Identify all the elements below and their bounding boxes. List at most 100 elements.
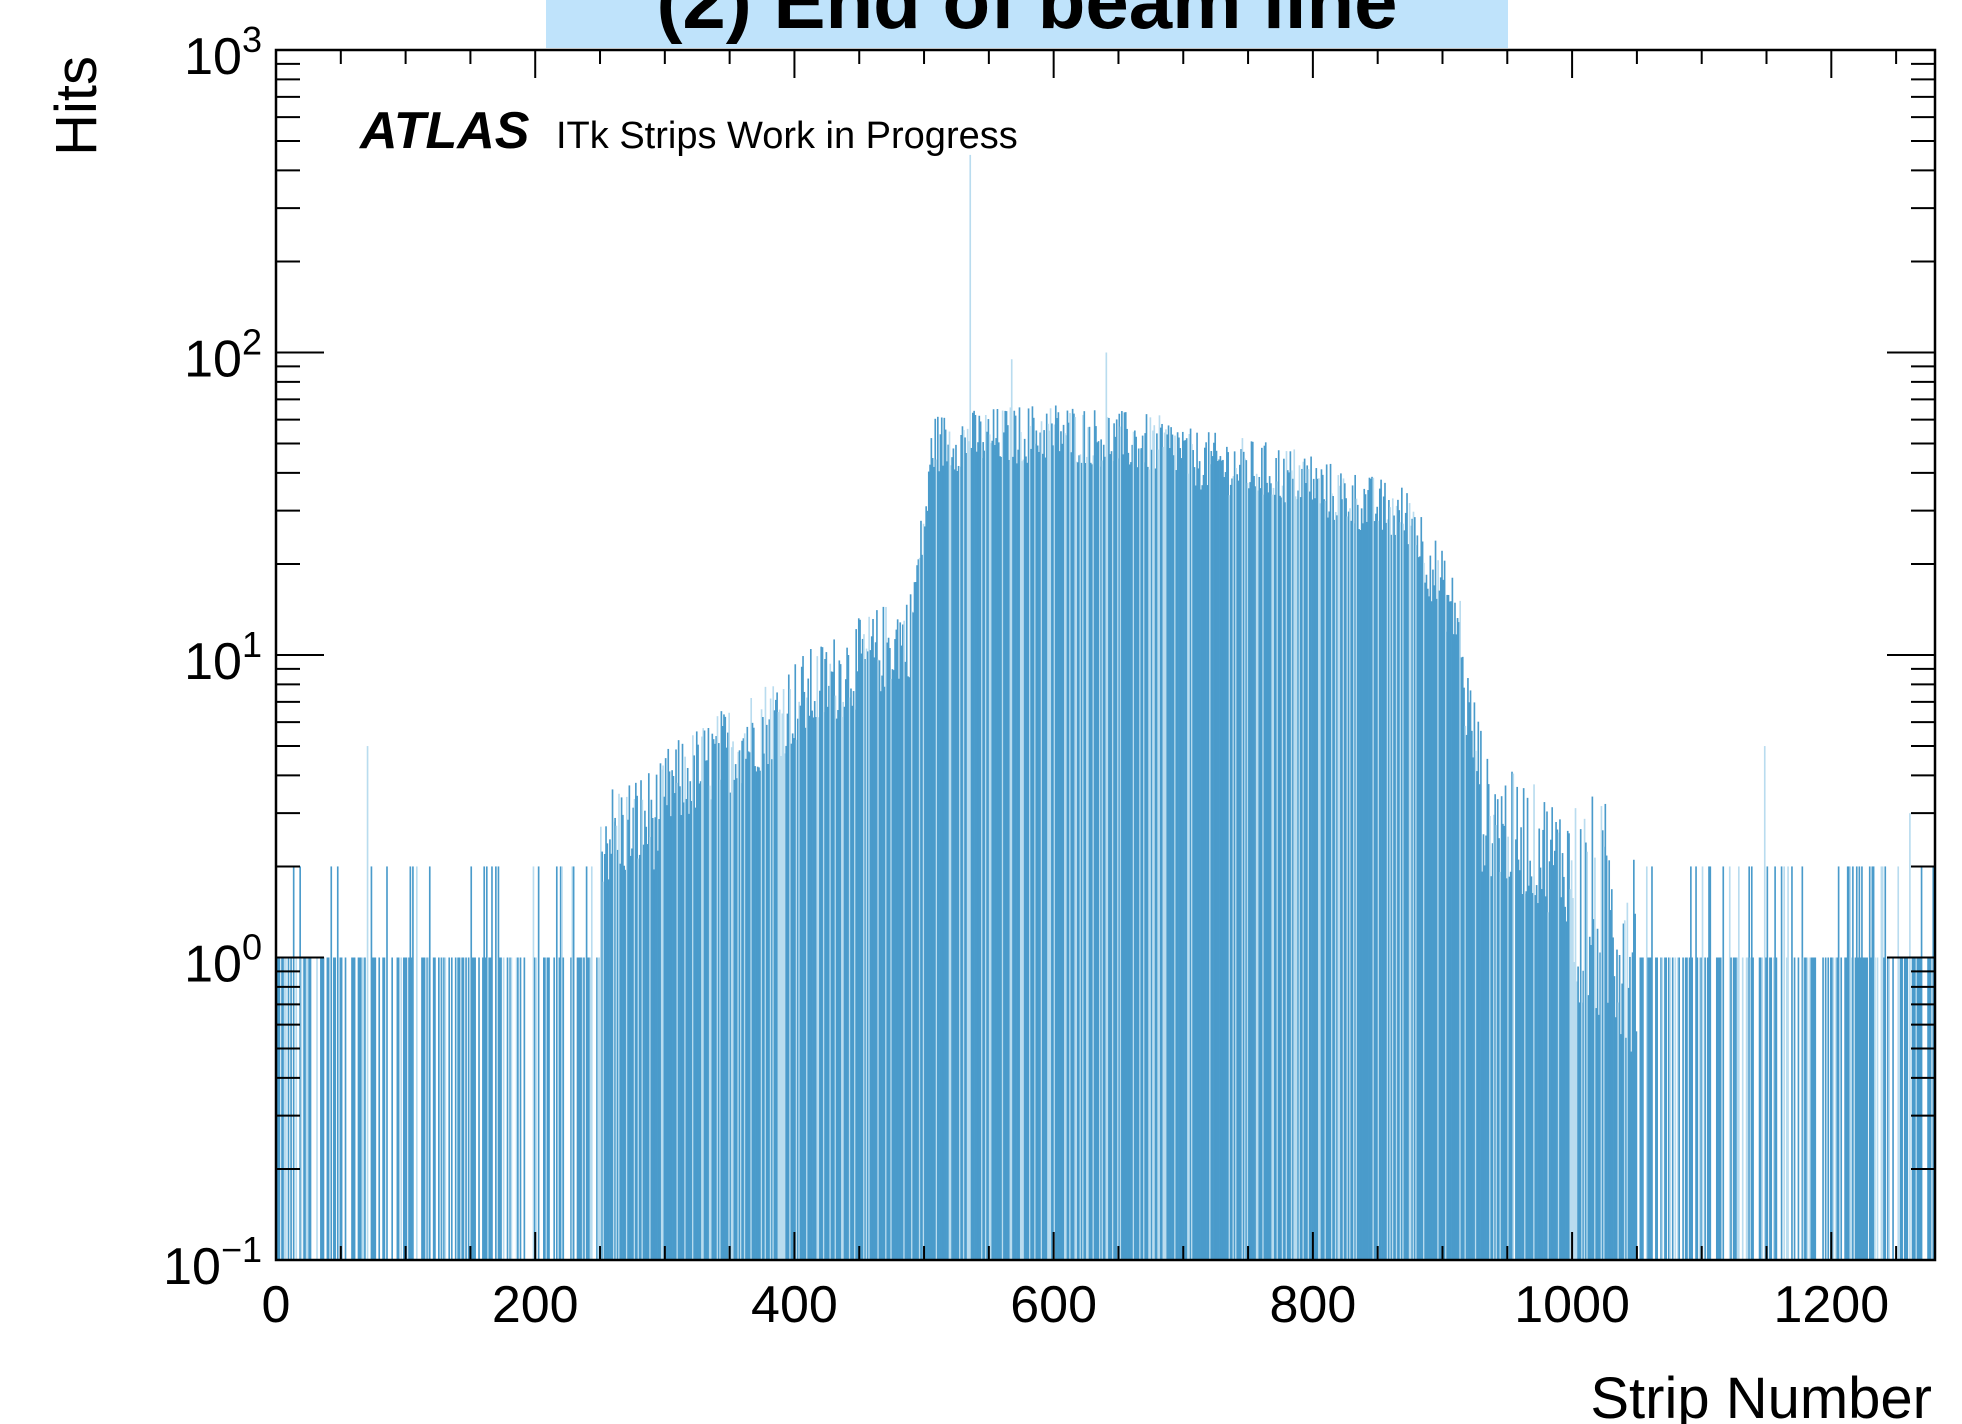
histogram-bin — [1630, 1051, 1633, 1260]
histogram-bin — [1308, 491, 1311, 1260]
histogram-bin — [1262, 494, 1264, 1260]
histogram-bin — [478, 957, 480, 1260]
histogram-bin — [1876, 957, 1879, 1260]
histogram-bin — [953, 469, 956, 1260]
histogram-bin — [650, 799, 653, 1260]
histogram-bin — [807, 678, 810, 1260]
histogram-bin — [1511, 771, 1513, 1260]
histogram-bin — [1531, 893, 1534, 1260]
histogram-bin — [1736, 957, 1739, 1260]
histogram-bin — [1490, 876, 1493, 1260]
histogram-bin — [303, 957, 305, 1260]
histogram-bin — [1595, 1008, 1598, 1260]
histogram-bin — [1616, 949, 1618, 1260]
histogram-bin — [852, 691, 855, 1260]
histogram-bin — [1163, 432, 1166, 1260]
histogram-bin — [357, 957, 360, 1260]
histogram-bin — [768, 719, 771, 1260]
histogram-bin — [344, 957, 347, 1260]
histogram-bin — [1561, 853, 1564, 1260]
histogram-bin — [1277, 450, 1280, 1260]
histogram-bin — [1805, 957, 1808, 1260]
histogram-bin — [326, 957, 329, 1260]
histogram-bin — [1299, 497, 1302, 1260]
histogram-bin — [1600, 806, 1603, 1260]
histogram-bin — [1520, 827, 1522, 1260]
histogram-bin — [922, 523, 925, 1260]
histogram-bin — [944, 429, 947, 1261]
histogram-bin — [1377, 520, 1380, 1260]
histogram-bin — [1306, 465, 1309, 1260]
histogram-bin — [1206, 485, 1209, 1260]
histogram-bin — [1041, 453, 1044, 1260]
histogram-bin — [1108, 417, 1110, 1261]
histogram-bin — [1540, 889, 1543, 1260]
histogram-bin — [1152, 430, 1154, 1260]
histogram-bin — [776, 692, 778, 1260]
histogram-bin — [1442, 579, 1445, 1260]
histogram-bin — [1572, 898, 1574, 1260]
histogram-bin — [620, 797, 623, 1260]
histogram-bin — [855, 629, 857, 1260]
histogram-bin — [1005, 411, 1008, 1260]
histogram-bin — [1032, 417, 1035, 1260]
histogram-bin — [1276, 481, 1279, 1261]
histogram-bin — [662, 765, 664, 1260]
histogram-bin — [1780, 866, 1783, 1260]
histogram-bin — [1509, 871, 1512, 1260]
histogram-bin — [576, 957, 579, 1260]
histogram-bin — [835, 718, 838, 1260]
histogram-bin — [1770, 957, 1773, 1260]
histogram-bin — [1385, 522, 1388, 1260]
histogram-bin — [927, 471, 930, 1260]
x-axis-tick-labels: 0 200 400 600 800 1000 1200 — [262, 1276, 1890, 1334]
histogram-bin — [1494, 794, 1496, 1260]
histogram-bin — [1266, 482, 1268, 1260]
histogram-bin — [636, 795, 638, 1260]
histogram-bin — [1905, 957, 1907, 1260]
histogram-bin — [1883, 957, 1885, 1260]
histogram-bin — [509, 957, 511, 1260]
histogram-bin — [587, 957, 589, 1260]
histogram-bin — [1618, 955, 1621, 1260]
histogram-bin — [671, 770, 673, 1260]
histogram-bin — [1058, 451, 1061, 1260]
histogram-bin — [1836, 957, 1839, 1260]
histogram-bin — [600, 826, 602, 1260]
histogram-bin — [1145, 414, 1148, 1260]
histogram-bin — [804, 727, 807, 1260]
histogram-bin — [1481, 871, 1484, 1260]
histogram-bin — [1906, 957, 1909, 1260]
histogram-bin — [1544, 896, 1547, 1260]
histogram-bin — [1181, 431, 1184, 1260]
histogram-bin — [1783, 866, 1786, 1260]
histogram-bin — [723, 714, 725, 1260]
atlas-label: ATLAS ITk Strips Work in Progress — [358, 102, 1018, 160]
histogram-bin — [1031, 406, 1034, 1261]
histogram-bin — [664, 758, 667, 1260]
histogram-bin — [1845, 957, 1848, 1260]
histogram-bin — [1014, 415, 1017, 1260]
histogram-bin — [1591, 796, 1594, 1260]
histogram-bin — [1849, 866, 1852, 1260]
histogram-bin — [1920, 866, 1923, 1260]
histogram-bin — [688, 813, 690, 1260]
histogram-bin — [1874, 957, 1876, 1260]
histogram-bin — [295, 957, 298, 1260]
histogram-bin — [1263, 445, 1266, 1260]
histogram-bin — [404, 957, 406, 1260]
histogram-bin — [705, 760, 707, 1260]
histogram-bin — [1745, 957, 1748, 1260]
histogram-bin — [1690, 866, 1692, 1260]
histogram-bin — [561, 866, 563, 1260]
histogram-bin — [1574, 808, 1577, 1260]
histogram-bin — [720, 711, 723, 1260]
histogram-bin — [1362, 523, 1364, 1260]
histogram-bin — [1071, 408, 1074, 1260]
histogram-bin — [655, 774, 658, 1260]
histogram-bin — [1073, 413, 1075, 1261]
histogram-bin — [1649, 957, 1652, 1260]
histogram-bin — [916, 565, 918, 1260]
histogram-bin — [1372, 477, 1375, 1260]
histogram-bin — [925, 506, 927, 1260]
